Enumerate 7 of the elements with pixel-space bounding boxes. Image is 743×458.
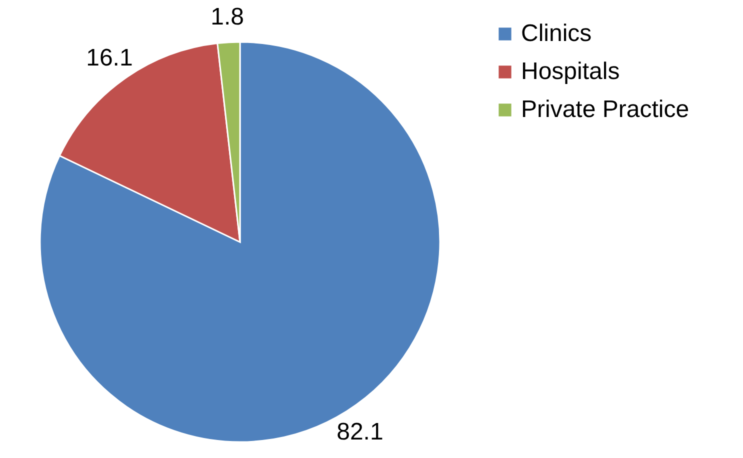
legend-label: Clinics xyxy=(521,20,592,47)
pie-slice xyxy=(40,41,441,443)
data-label: 82.1 xyxy=(336,418,384,446)
data-label: 16.1 xyxy=(86,44,133,72)
legend-label: Hospitals xyxy=(521,58,620,85)
data-label: 1.8 xyxy=(210,3,244,30)
legend-label: Private Practice xyxy=(521,96,690,123)
